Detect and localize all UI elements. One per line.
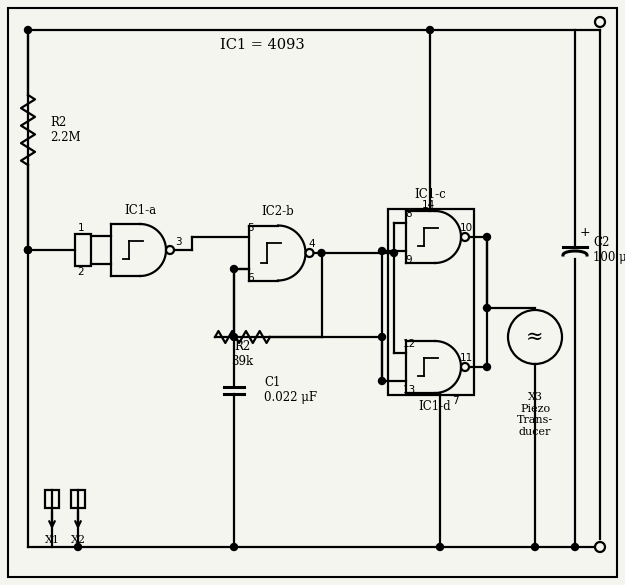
- Text: 9: 9: [406, 255, 412, 265]
- Text: 12: 12: [402, 339, 416, 349]
- FancyBboxPatch shape: [75, 234, 91, 266]
- Text: C2
100 μF: C2 100 μF: [593, 236, 625, 264]
- Text: IC1-c: IC1-c: [414, 188, 446, 201]
- Circle shape: [436, 543, 444, 550]
- Text: 13: 13: [402, 385, 416, 395]
- Circle shape: [531, 543, 539, 550]
- Circle shape: [231, 543, 238, 550]
- Text: R2
39k: R2 39k: [231, 340, 254, 368]
- Circle shape: [379, 333, 386, 340]
- Text: C1
0.022 μF: C1 0.022 μF: [264, 376, 317, 404]
- Text: 6: 6: [248, 273, 254, 283]
- Circle shape: [595, 542, 605, 552]
- Circle shape: [318, 249, 325, 256]
- Text: 3: 3: [175, 237, 181, 247]
- Circle shape: [24, 26, 31, 33]
- Circle shape: [461, 363, 469, 371]
- Circle shape: [231, 333, 238, 340]
- Text: 2: 2: [78, 267, 84, 277]
- Text: 4: 4: [308, 239, 315, 249]
- Text: IC1-d: IC1-d: [419, 401, 451, 414]
- Circle shape: [391, 249, 398, 256]
- Circle shape: [571, 543, 579, 550]
- Circle shape: [595, 17, 605, 27]
- Circle shape: [24, 246, 31, 253]
- Text: R2
2.2M: R2 2.2M: [50, 116, 81, 144]
- Circle shape: [484, 305, 491, 311]
- Circle shape: [508, 310, 562, 364]
- Text: X2: X2: [71, 535, 86, 545]
- Text: X1: X1: [44, 535, 59, 545]
- Text: IC2-b: IC2-b: [262, 205, 294, 218]
- Text: ≈: ≈: [526, 328, 544, 346]
- Circle shape: [24, 246, 31, 253]
- Circle shape: [306, 249, 314, 257]
- Circle shape: [231, 266, 238, 273]
- FancyBboxPatch shape: [71, 490, 85, 508]
- Text: 8: 8: [406, 209, 412, 219]
- Circle shape: [484, 363, 491, 370]
- Text: 11: 11: [459, 353, 472, 363]
- Text: 1: 1: [78, 223, 84, 233]
- Text: 5: 5: [248, 223, 254, 233]
- Circle shape: [426, 26, 434, 33]
- Circle shape: [379, 247, 386, 254]
- Circle shape: [379, 377, 386, 384]
- Text: 14: 14: [421, 200, 434, 210]
- Text: IC1 = 4093: IC1 = 4093: [220, 38, 305, 52]
- Circle shape: [166, 246, 174, 254]
- Text: X3
Piezo
Trans-
ducer: X3 Piezo Trans- ducer: [517, 392, 553, 437]
- Circle shape: [74, 543, 81, 550]
- Circle shape: [461, 233, 469, 241]
- Text: 10: 10: [459, 223, 472, 233]
- Text: 7: 7: [452, 396, 458, 406]
- FancyBboxPatch shape: [45, 490, 59, 508]
- Text: IC1-a: IC1-a: [124, 204, 156, 216]
- Text: +: +: [580, 225, 591, 239]
- Circle shape: [484, 233, 491, 240]
